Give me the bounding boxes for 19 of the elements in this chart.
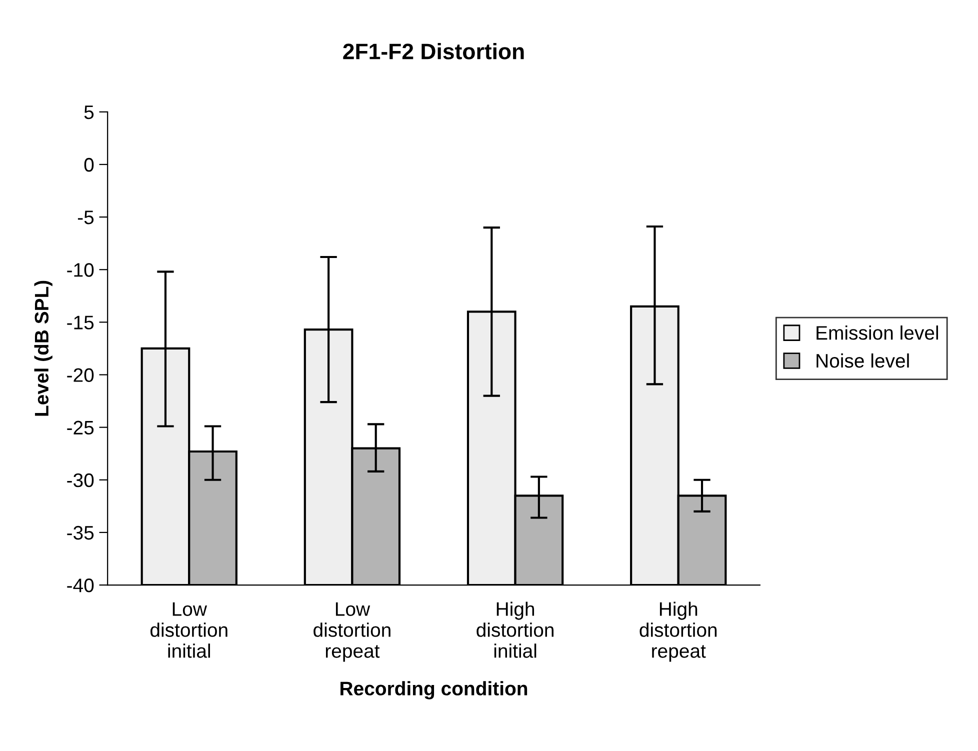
y-tick-label: -10 [67,263,94,277]
x-axis-title: Recording condition [340,681,528,700]
y-axis-title: Level (dB SPL) [34,280,52,416]
y-tick-label: 5 [84,106,94,120]
y-tick-label: -30 [67,473,94,488]
y-tick-label: 0 [84,158,94,172]
legend-label: Noise level [816,353,909,368]
x-tick-label: High distortion repeat [640,602,717,662]
y-tick-label: -25 [67,420,94,435]
y-tick-label: -15 [67,316,94,330]
y-tick-label: -35 [67,526,94,540]
y-tick-label: -5 [78,210,94,224]
y-tick-label: -40 [67,578,94,592]
x-tick-label: Low distortion repeat [314,602,390,662]
x-tick-label: Low distortion initial [150,602,228,658]
legend-label: Emission level [816,325,938,340]
y-tick-label: -20 [67,368,94,382]
x-tick-label: High distortion initial [476,602,554,658]
chart-title: 2F1-F2 Distortion [343,43,524,60]
